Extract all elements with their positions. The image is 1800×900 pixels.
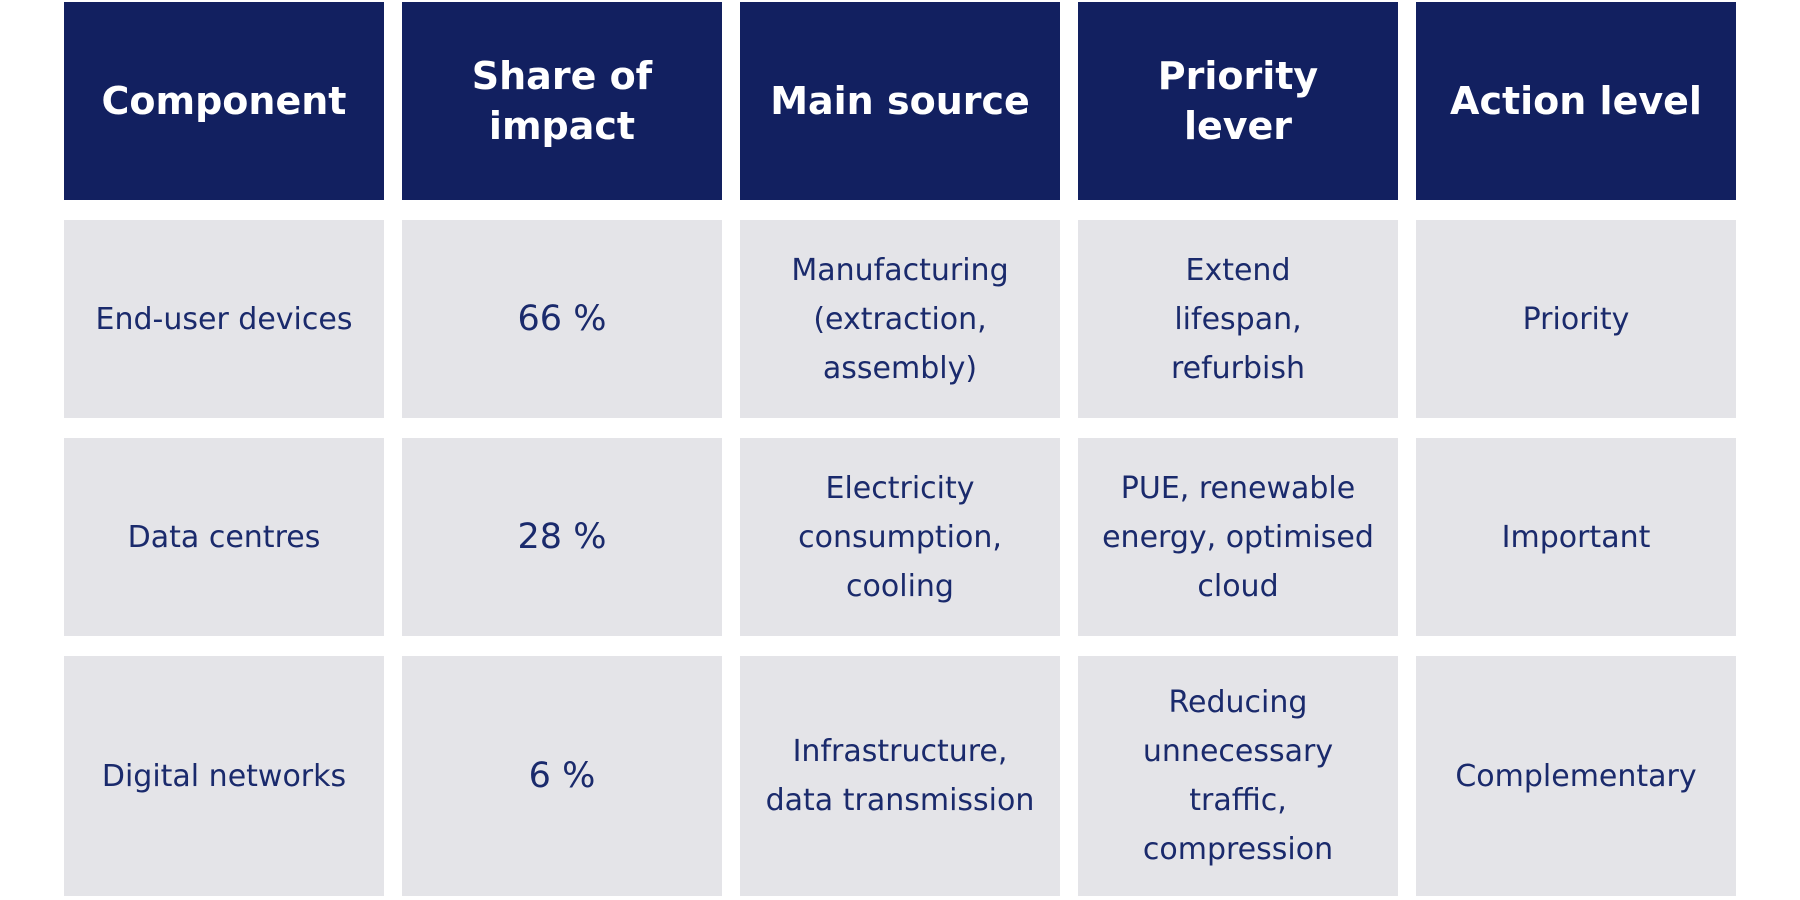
cell-text: Important	[1501, 519, 1651, 555]
cell-text: 6 %	[528, 755, 596, 796]
row-3-level: Complementary	[1416, 656, 1736, 896]
row-2-level: Important	[1416, 438, 1736, 636]
cell-text: Reducing unnecessary traffic, compressio…	[1142, 685, 1334, 867]
cell-text: Electricity consumption, cooling	[798, 470, 1002, 604]
header-component: Component	[64, 2, 384, 200]
row-3-share: 6 %	[402, 656, 722, 896]
impact-table: Component Share of impact Main source Pr…	[64, 2, 1736, 896]
cell-text: 28 %	[517, 516, 607, 557]
cell-text: Infrastructure, data transmission	[765, 734, 1035, 818]
header-level-label: Action level	[1450, 79, 1702, 123]
row-1-component: End-user devices	[64, 220, 384, 418]
row-2-source: Electricity consumption, cooling	[740, 438, 1060, 636]
row-1-lever: Extend lifespan, refurbish	[1078, 220, 1398, 418]
row-1-share: 66 %	[402, 220, 722, 418]
cell-text: Digital networks	[101, 758, 347, 794]
header-level: Action level	[1416, 2, 1736, 200]
row-2-component: Data centres	[64, 438, 384, 636]
cell-text: Manufacturing (extraction, assembly)	[791, 252, 1009, 386]
cell-text: Extend lifespan, refurbish	[1170, 252, 1306, 386]
header-share-label: Share of impact	[471, 54, 653, 148]
header-share: Share of impact	[402, 2, 722, 200]
row-1-source: Manufacturing (extraction, assembly)	[740, 220, 1060, 418]
cell-text: 66 %	[517, 298, 607, 339]
cell-text: PUE, renewable energy, optimised cloud	[1102, 470, 1374, 604]
header-source-label: Main source	[770, 79, 1030, 123]
row-2-share: 28 %	[402, 438, 722, 636]
row-3-source: Infrastructure, data transmission	[740, 656, 1060, 896]
cell-text: Complementary	[1455, 758, 1697, 794]
cell-text: Data centres	[127, 519, 321, 555]
row-1-level: Priority	[1416, 220, 1736, 418]
header-component-label: Component	[101, 79, 347, 123]
header-lever: Priority lever	[1078, 2, 1398, 200]
header-source: Main source	[740, 2, 1060, 200]
header-lever-label: Priority lever	[1157, 54, 1319, 148]
row-3-lever: Reducing unnecessary traffic, compressio…	[1078, 656, 1398, 896]
row-3-component: Digital networks	[64, 656, 384, 896]
row-2-lever: PUE, renewable energy, optimised cloud	[1078, 438, 1398, 636]
cell-text: End-user devices	[95, 301, 353, 337]
cell-text: Priority	[1522, 301, 1630, 337]
